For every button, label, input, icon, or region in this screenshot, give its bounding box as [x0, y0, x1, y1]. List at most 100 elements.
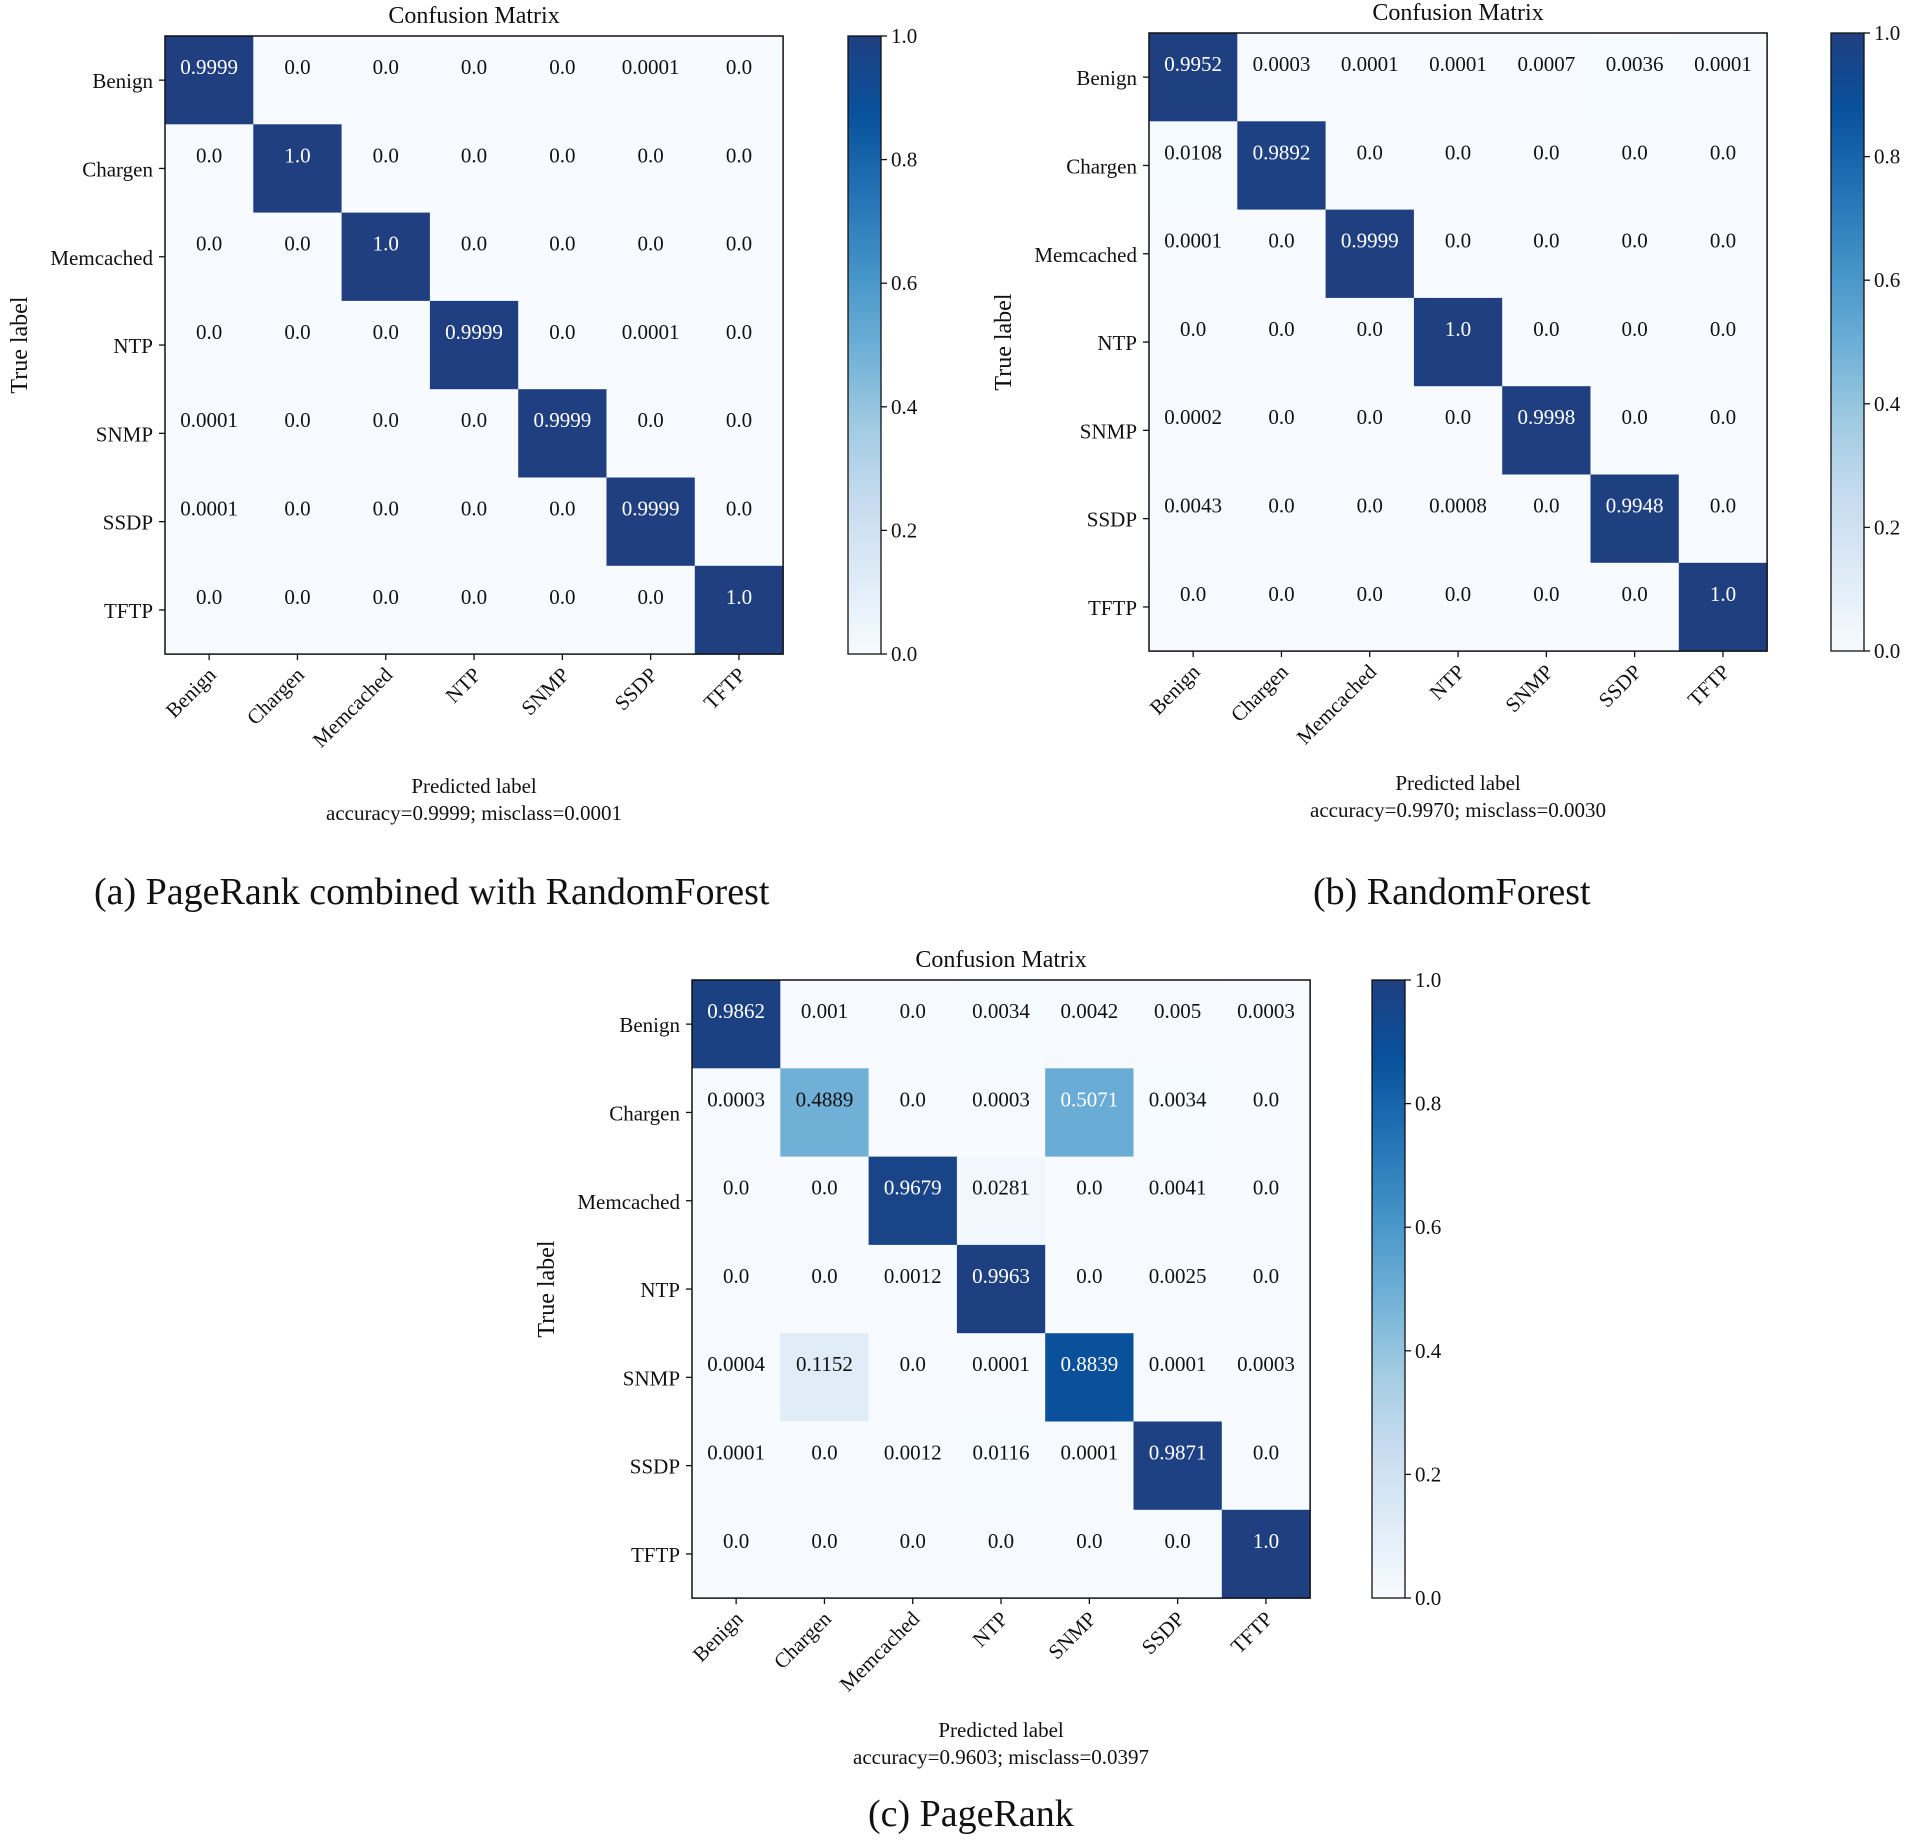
y-tick-label: SNMP — [623, 1366, 680, 1390]
y-tick-label: TFTP — [1088, 596, 1137, 620]
cell-value-label: 0.0001 — [180, 497, 238, 521]
matrix-cell — [1237, 297, 1327, 387]
matrix-cell — [341, 36, 431, 125]
cell-value-label: 0.0001 — [972, 1352, 1030, 1376]
matrix-cell — [692, 1068, 781, 1158]
matrix-cell — [1045, 1421, 1134, 1511]
matrix-cell — [606, 212, 696, 302]
colorbar-tick-label: 0.4 — [1874, 392, 1901, 416]
cell-value-label: 0.0 — [1710, 140, 1736, 164]
accuracy-footer: accuracy=0.9970; misclass=0.0030 — [1310, 798, 1606, 822]
cell-value-label: 0.0003 — [972, 1087, 1030, 1111]
accuracy-footer: accuracy=0.9603; misclass=0.0397 — [853, 1745, 1149, 1769]
matrix-cell — [1590, 386, 1680, 475]
y-tick-label: Chargen — [609, 1101, 680, 1125]
cell-value-label: 0.0 — [284, 320, 310, 344]
matrix-cell — [429, 389, 519, 478]
matrix-cell — [518, 36, 607, 125]
matrix-cell — [1133, 980, 1223, 1069]
matrix-cell — [518, 389, 607, 478]
matrix-cell — [518, 124, 607, 214]
matrix-cell — [692, 980, 781, 1069]
matrix-cell — [780, 1333, 870, 1422]
matrix-cell — [1133, 1421, 1223, 1511]
cell-value-label: 0.0 — [373, 320, 399, 344]
matrix-cell — [1413, 33, 1503, 122]
matrix-cell — [341, 212, 431, 302]
matrix-cell — [165, 36, 254, 125]
matrix-cell — [1149, 121, 1238, 211]
cell-value-label: 0.0 — [1710, 494, 1736, 518]
cell-value-label: 0.0043 — [1164, 494, 1222, 518]
cell-value-label: 0.0004 — [707, 1352, 765, 1376]
cell-value-label: 0.9948 — [1606, 494, 1664, 518]
matrix-cell — [1221, 1068, 1311, 1158]
y-tick-label: Benign — [92, 69, 153, 93]
matrix-cell — [1149, 209, 1238, 299]
y-tick-label: Chargen — [1066, 154, 1137, 178]
matrix-cell — [1413, 209, 1503, 299]
y-tick-label: TFTP — [104, 599, 153, 623]
cell-value-label: 0.0 — [638, 585, 664, 609]
matrix-cell — [341, 300, 431, 390]
matrix-cell — [1590, 33, 1680, 122]
y-tick-label: SNMP — [1080, 419, 1137, 443]
caption-c: (c) PageRank — [868, 1793, 1074, 1835]
cell-value-label: 0.0 — [726, 143, 752, 167]
cell-value-label: 0.0 — [723, 1264, 749, 1288]
matrix-cell — [1413, 297, 1503, 387]
matrix-cell — [1149, 33, 1238, 122]
matrix-cell — [518, 300, 607, 390]
cell-value-label: 0.0003 — [707, 1087, 765, 1111]
cell-value-label: 0.9998 — [1517, 405, 1575, 429]
matrix-cell — [1237, 209, 1327, 299]
accuracy-footer: accuracy=0.9999; misclass=0.0001 — [326, 801, 622, 825]
cell-value-label: 0.0 — [1253, 1264, 1279, 1288]
cell-value-label: 0.0001 — [180, 408, 238, 432]
cell-value-label: 0.1152 — [796, 1352, 853, 1376]
x-tick-label: NTP — [968, 1607, 1013, 1652]
matrix-cell — [341, 565, 431, 655]
matrix-cell — [1590, 562, 1680, 652]
x-axis-label: Predicted label — [411, 774, 537, 798]
cell-value-label: 0.0 — [461, 232, 487, 256]
cell-value-label: 0.0 — [1622, 317, 1648, 341]
matrix-cell — [868, 1156, 958, 1246]
cell-value-label: 0.0 — [549, 232, 575, 256]
cell-value-label: 0.0001 — [622, 320, 680, 344]
matrix-cell — [1221, 1509, 1311, 1599]
matrix-cell — [165, 300, 254, 390]
matrix-cell — [692, 1421, 781, 1511]
matrix-cell — [1045, 1509, 1134, 1599]
colorbar-tick-label: 0.8 — [891, 148, 917, 172]
cell-value-label: 1.0 — [1445, 317, 1471, 341]
cell-value-label: 0.0008 — [1429, 494, 1487, 518]
x-tick-label: Benign — [161, 662, 221, 722]
matrix-cell — [868, 1509, 958, 1599]
cell-value-label: 0.0 — [549, 143, 575, 167]
matrix-cell — [1045, 1333, 1134, 1422]
colorbar — [1371, 979, 1406, 1599]
colorbar-tick-label: 0.8 — [1415, 1092, 1441, 1116]
matrix-cell — [429, 300, 519, 390]
cell-value-label: 0.0 — [1445, 140, 1471, 164]
caption-a: (a) PageRank combined with RandomForest — [94, 871, 770, 913]
cell-value-label: 0.0 — [1710, 405, 1736, 429]
cell-value-label: 0.0 — [1268, 317, 1294, 341]
matrix-cell — [1045, 1068, 1134, 1158]
cell-value-label: 0.0 — [373, 55, 399, 79]
matrix-cell — [1678, 474, 1768, 564]
matrix-cell — [606, 389, 696, 478]
cell-value-label: 0.0 — [811, 1176, 837, 1200]
matrix-cell — [429, 124, 519, 214]
cell-value-label: 0.0 — [1445, 229, 1471, 253]
matrix-cell — [606, 477, 696, 567]
matrix-cell — [429, 212, 519, 302]
matrix-cell — [1502, 474, 1591, 564]
x-tick-label: Chargen — [769, 1606, 836, 1673]
cell-value-label: 0.0 — [196, 143, 222, 167]
cell-value-label: 0.0 — [1533, 229, 1559, 253]
cell-value-label: 0.0 — [1268, 229, 1294, 253]
x-tick-label: SNMP — [516, 663, 573, 720]
matrix-cell — [780, 980, 870, 1069]
